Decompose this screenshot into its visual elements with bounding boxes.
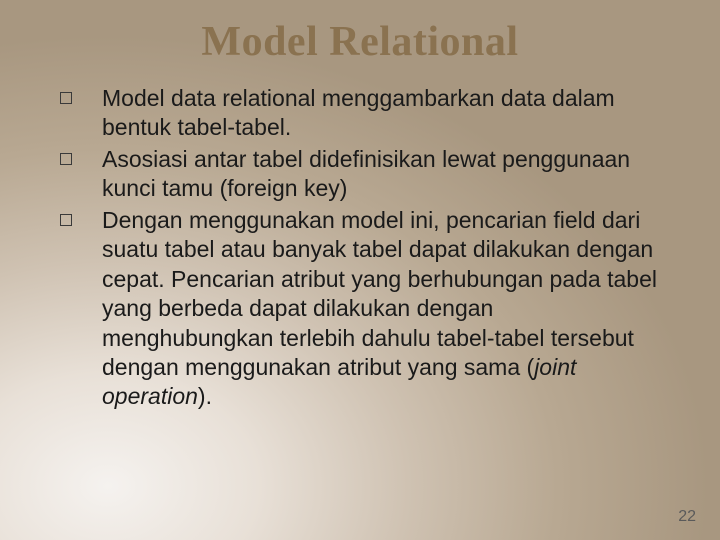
page-number: 22 <box>678 508 696 526</box>
slide-container: Model Relational Model data relational m… <box>0 0 720 540</box>
bullet-item: Dengan menggunakan model ini, pencarian … <box>60 206 670 412</box>
bullet-list: Model data relational menggambarkan data… <box>40 84 680 412</box>
bullet-item: Asosiasi antar tabel didefinisikan lewat… <box>60 145 670 204</box>
bullet-item: Model data relational menggambarkan data… <box>60 84 670 143</box>
bullet-text: Dengan menggunakan model ini, pencarian … <box>102 206 670 412</box>
bullet-text-after: ). <box>198 383 212 409</box>
square-bullet-icon <box>60 153 72 165</box>
square-bullet-icon <box>60 92 72 104</box>
bullet-text: Asosiasi antar tabel didefinisikan lewat… <box>102 145 670 204</box>
bullet-text: Model data relational menggambarkan data… <box>102 84 670 143</box>
slide-title: Model Relational <box>40 18 680 66</box>
square-bullet-icon <box>60 214 72 226</box>
